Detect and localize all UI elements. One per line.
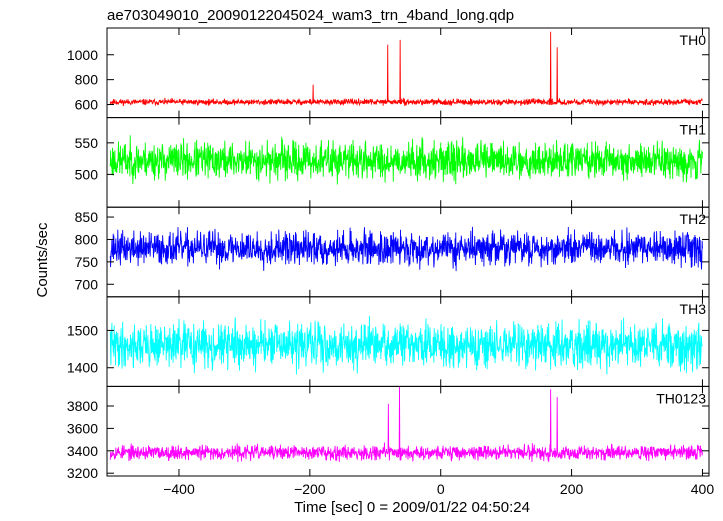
y-tick-label: 3800: [67, 398, 98, 414]
y-tick-label: 850: [75, 209, 99, 225]
y-tick-label: 3400: [67, 443, 98, 459]
panel-th1: 500 550 TH1: [75, 117, 710, 208]
panel-th0123: 3200 3400 3600 3800 TH0123 −400 −200 0 200 400: [67, 385, 715, 497]
x-axis-label: Time [sec] 0 = 2009/01/22 04:50:24: [294, 499, 530, 516]
y-tick-label: 3600: [67, 420, 98, 436]
y-axis-label: Counts/sec: [34, 222, 51, 298]
y-tick-label: 800: [75, 231, 99, 247]
panel-th3: 1400 1500 TH3: [67, 296, 710, 387]
y-tick-label: 750: [75, 254, 99, 270]
series-line-th3: [109, 315, 703, 375]
y-tick-label: 700: [75, 276, 99, 292]
y-tick-label: 1400: [67, 360, 98, 376]
series-line-th1: [109, 135, 703, 185]
x-tick-label: −400: [163, 481, 195, 497]
y-tick-label: 550: [75, 135, 99, 151]
series-line-th0123: [109, 386, 703, 463]
chart-title: ae703049010_20090122045024_wam3_trn_4ban…: [107, 7, 514, 24]
panel-label-th0: TH0: [680, 32, 707, 48]
x-tick-label: 200: [560, 481, 584, 497]
panels-layer: 600 800 1000 TH0 500 550 TH1 700 750 800 850 TH2 140…: [67, 27, 715, 497]
panel-label-th3: TH3: [680, 301, 707, 317]
series-line-th2: [109, 226, 703, 272]
y-tick-label: 600: [75, 97, 99, 113]
panel-label-th1: TH1: [680, 122, 707, 138]
y-tick-label: 800: [75, 72, 99, 88]
panel-frame: [106, 385, 710, 477]
panel-th2: 700 750 800 850 TH2: [75, 206, 710, 298]
x-tick-label: 0: [437, 481, 445, 497]
y-tick-label: 1000: [67, 47, 98, 63]
series-line-th0: [109, 31, 703, 107]
x-tick-label: −200: [294, 481, 326, 497]
panel-label-th2: TH2: [680, 211, 707, 227]
x-tick-label: 400: [691, 481, 715, 497]
y-tick-label: 1500: [67, 322, 98, 338]
y-tick-label: 500: [75, 166, 99, 182]
y-tick-label: 3200: [67, 465, 98, 481]
panel-th0: 600 800 1000 TH0: [67, 27, 710, 119]
panel-label-th0123: TH0123: [656, 390, 706, 406]
